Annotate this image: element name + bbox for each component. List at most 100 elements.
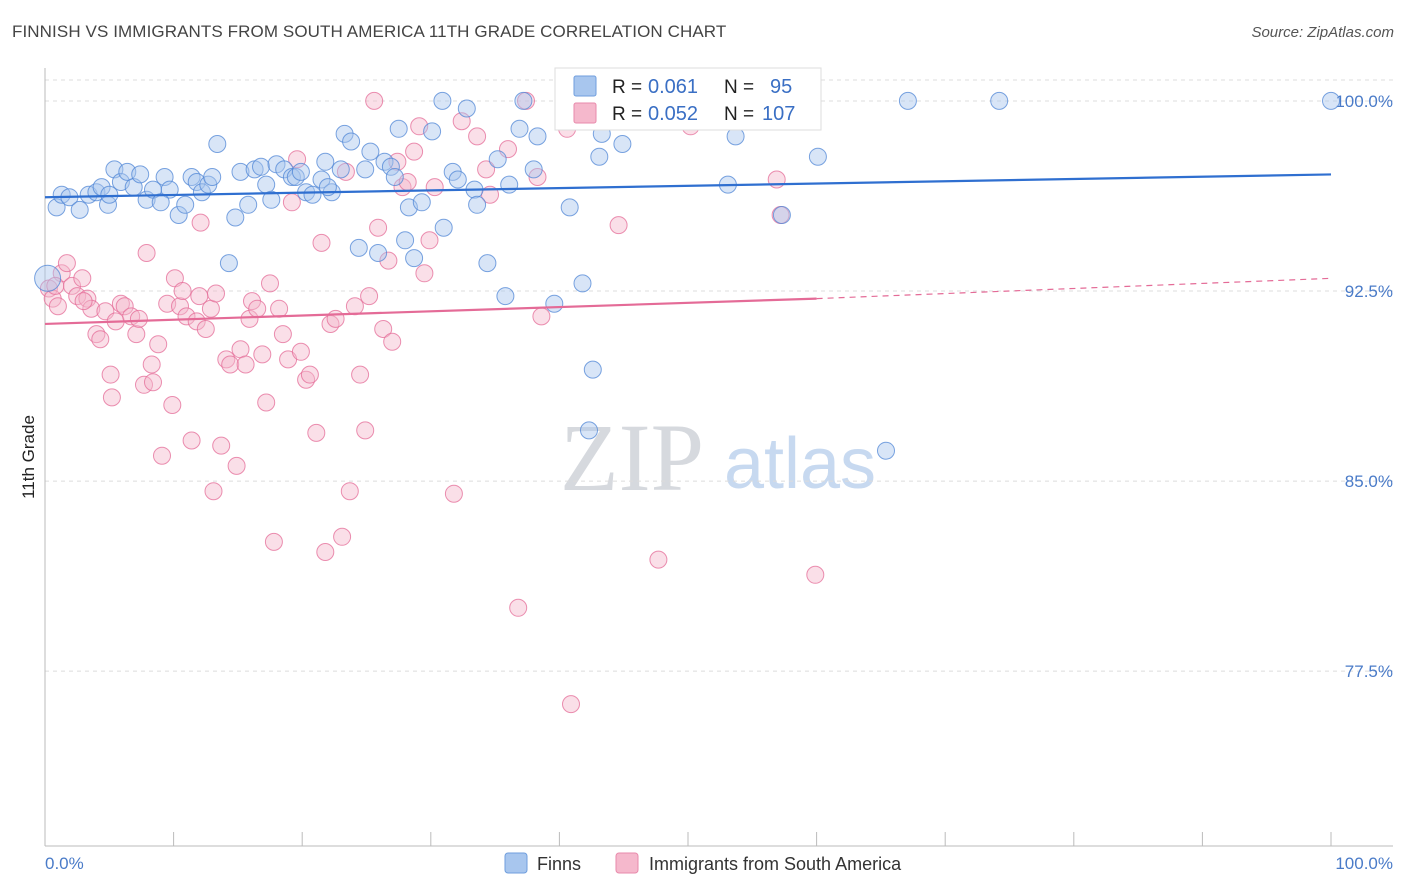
finns-point bbox=[34, 264, 62, 292]
south-america-point bbox=[231, 340, 250, 359]
south-america-point bbox=[369, 218, 388, 237]
south-america-point bbox=[46, 276, 65, 295]
finns-point bbox=[613, 135, 632, 153]
south-america-point bbox=[57, 254, 76, 273]
finns-point bbox=[396, 231, 415, 250]
south-america-point bbox=[221, 355, 240, 374]
chart-title: FINNISH VS IMMIGRANTS FROM SOUTH AMERICA… bbox=[12, 22, 727, 41]
legend-n-label-sa: N = bbox=[724, 104, 754, 125]
finns-point bbox=[257, 175, 276, 194]
finns-point bbox=[412, 193, 431, 212]
finns-point bbox=[590, 147, 609, 166]
south-america-point bbox=[227, 456, 246, 475]
finns-point bbox=[381, 157, 400, 176]
south-america-point bbox=[326, 309, 345, 328]
south-america-point bbox=[282, 193, 301, 212]
finns-point bbox=[349, 238, 368, 257]
y-tick-label: 85.0% bbox=[1345, 472, 1393, 491]
south-america-point bbox=[171, 297, 189, 316]
south-america-point bbox=[291, 342, 310, 361]
south-america-point bbox=[360, 287, 379, 306]
finns-point bbox=[231, 162, 250, 181]
south-america-point bbox=[336, 162, 355, 181]
south-america-point bbox=[264, 532, 283, 551]
watermark: ZIP atlas bbox=[560, 404, 876, 511]
south-america-point bbox=[127, 325, 146, 344]
south-america-point bbox=[82, 299, 101, 318]
south-america-point bbox=[806, 565, 825, 584]
south-america-point bbox=[177, 307, 196, 326]
south-america-point bbox=[48, 297, 67, 316]
finns-point bbox=[208, 135, 227, 153]
south-america-point bbox=[101, 365, 120, 384]
south-america-point bbox=[379, 251, 398, 270]
finns-point bbox=[176, 195, 195, 214]
finns-point bbox=[990, 91, 1009, 110]
finns-point bbox=[239, 195, 258, 214]
south-america-point bbox=[163, 396, 182, 414]
south-america-point bbox=[273, 325, 292, 344]
finns-point bbox=[434, 218, 453, 237]
finns-point bbox=[1322, 91, 1340, 110]
south-america-point bbox=[253, 345, 272, 364]
bottom-legend-swatch-sa bbox=[615, 852, 639, 874]
finns-point bbox=[131, 165, 150, 184]
finns-point bbox=[524, 160, 543, 179]
x-tick-marks bbox=[44, 832, 1332, 846]
south-america-point bbox=[468, 127, 487, 146]
legend-r-value-finns: 0.061 bbox=[648, 76, 698, 98]
y-tick-label: 100.0% bbox=[1335, 92, 1393, 111]
finns-point bbox=[286, 168, 305, 186]
south-america-point bbox=[182, 431, 201, 450]
y-tick-labels: 100.0% 92.5% 85.0% 77.5% bbox=[1335, 92, 1393, 681]
south-america-point bbox=[144, 373, 162, 392]
finns-point bbox=[468, 195, 487, 214]
finns-point bbox=[282, 168, 301, 186]
south-america-point bbox=[316, 543, 335, 561]
south-america-point bbox=[345, 297, 364, 316]
south-america-point bbox=[425, 178, 444, 197]
bottom-legend-swatch-finns bbox=[504, 852, 528, 874]
x-tick-label-min: 0.0% bbox=[45, 854, 84, 873]
south-america-point bbox=[248, 299, 267, 318]
south-america-point bbox=[173, 282, 192, 300]
south-america-point bbox=[609, 216, 628, 235]
finns-point bbox=[100, 185, 119, 204]
south-america-point bbox=[444, 484, 463, 503]
finns-point bbox=[423, 122, 442, 141]
south-america-point bbox=[129, 309, 148, 328]
finns-point bbox=[303, 185, 322, 204]
y-tick-label: 77.5% bbox=[1345, 662, 1393, 681]
south-america-point bbox=[340, 482, 359, 501]
finns-point bbox=[433, 91, 452, 110]
south-america-point bbox=[74, 292, 93, 311]
finns-point bbox=[361, 142, 380, 161]
south-america-point bbox=[137, 244, 156, 262]
finns-point bbox=[580, 421, 598, 440]
south-america-point bbox=[509, 598, 528, 617]
finns-point bbox=[169, 206, 188, 224]
y-axis-label: 11th Grade bbox=[19, 415, 38, 499]
finns-point bbox=[160, 180, 179, 199]
finns-point bbox=[342, 132, 361, 151]
finns-point bbox=[560, 198, 579, 217]
finns-point bbox=[182, 168, 201, 186]
legend-r-label-finns: R = bbox=[612, 77, 642, 98]
south-america-point bbox=[207, 284, 225, 303]
stats-legend: R = 0.061 N = 95 R = 0.052 N = 107 bbox=[554, 67, 822, 131]
south-america-point bbox=[240, 309, 259, 328]
south-america-point bbox=[187, 312, 206, 331]
finns-point bbox=[226, 208, 245, 227]
legend-r-label-sa: R = bbox=[612, 104, 642, 125]
south-america-point bbox=[420, 231, 439, 250]
series-south-america-points bbox=[39, 91, 825, 714]
finns-point bbox=[583, 360, 602, 379]
south-america-point bbox=[115, 297, 134, 316]
x-tick-label-max: 100.0% bbox=[1335, 854, 1393, 873]
y-tick-label: 92.5% bbox=[1345, 282, 1393, 301]
south-america-point bbox=[307, 423, 326, 442]
finns-point bbox=[510, 119, 529, 138]
finns-point bbox=[405, 249, 424, 268]
south-america-point bbox=[204, 482, 223, 501]
south-america-point bbox=[270, 299, 289, 318]
